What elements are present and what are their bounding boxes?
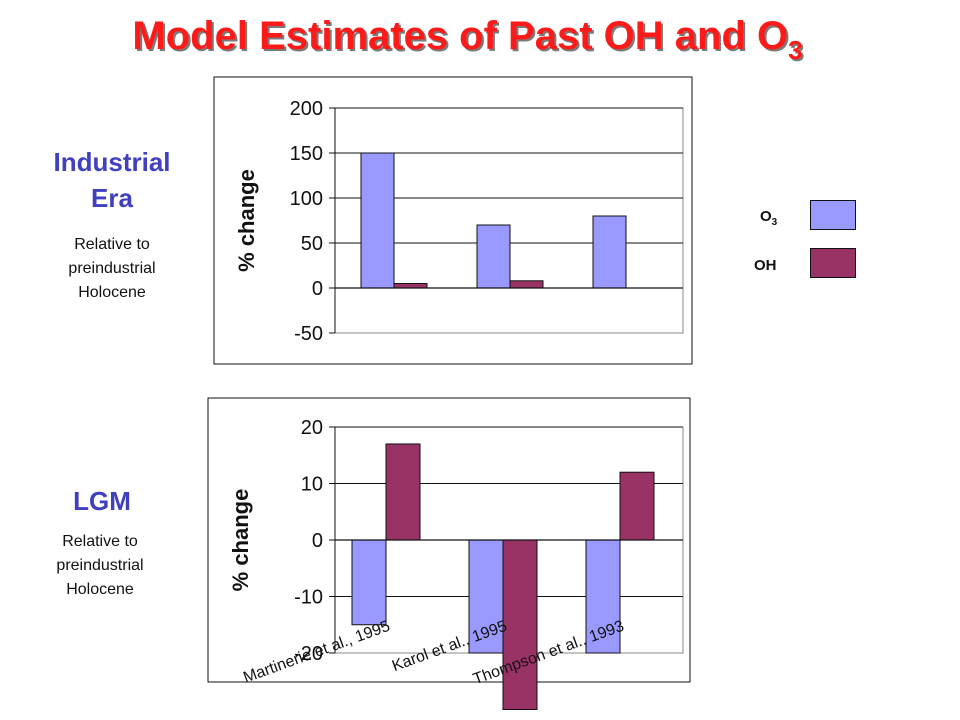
chart-1-tick-label: 200 <box>290 98 323 120</box>
chart-1-y-axis-label: % change <box>234 169 259 272</box>
chart-1-bar-oh-2 <box>509 280 544 289</box>
lgm-heading: LGM <box>73 486 131 516</box>
industrial-era-heading: Industrial Era <box>53 147 171 213</box>
chart-2-tick-label: 20 <box>301 417 323 439</box>
chart-1-tick-label: 150 <box>290 143 323 165</box>
legend-swatch-oh <box>810 248 856 278</box>
chart-1-bar-o3-1 <box>360 152 395 289</box>
chart-1-tick-label: -50 <box>294 323 323 345</box>
chart-2-tick-label: 0 <box>312 530 323 552</box>
chart-1-tick-label: 100 <box>290 188 323 210</box>
chart-2-bar-oh-3 <box>619 471 655 541</box>
chart-2-bar-oh-1 <box>385 443 421 541</box>
chart-2-bar-o3-3 <box>585 539 621 654</box>
chart-2-bar-o3-2 <box>468 539 504 654</box>
legend-label-oh: OH <box>754 257 777 274</box>
chart-2-tick-label: -10 <box>294 587 323 609</box>
industrial-era-note: Relative to preindustrial Holocene <box>68 236 156 301</box>
chart-1-tick-label: 0 <box>312 278 323 300</box>
chart-1-bar-o3-3 <box>592 215 627 289</box>
chart-1-bar-oh-1 <box>393 283 428 289</box>
chart-1-tick-label: 50 <box>301 233 323 255</box>
page-title: Model Estimates of Past OH and O3 <box>132 14 803 65</box>
legend-label-o3: O3 <box>760 208 778 228</box>
chart-1-bar-o3-2 <box>476 224 511 289</box>
chart-2-bar-o3-1 <box>351 539 387 626</box>
lgm-note: Relative to preindustrial Holocene <box>56 533 144 598</box>
chart-2-y-axis-label: % change <box>228 489 253 592</box>
chart-2-tick-label: -20 <box>294 643 323 665</box>
chart-2-bar-oh-2 <box>502 539 538 710</box>
chart-2-tick-label: 10 <box>301 474 323 496</box>
legend-swatch-o3 <box>810 200 856 230</box>
